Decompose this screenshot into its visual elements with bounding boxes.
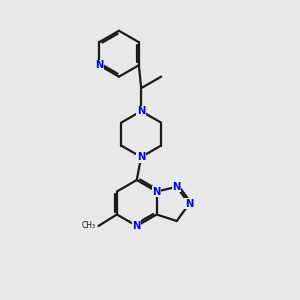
Text: N: N [185,199,193,209]
Text: N: N [137,106,146,116]
Text: N: N [95,60,103,70]
Text: CH₃: CH₃ [82,221,96,230]
Text: N: N [137,152,146,162]
Text: N: N [152,187,161,196]
Text: N: N [172,182,181,192]
Text: N: N [133,221,141,231]
